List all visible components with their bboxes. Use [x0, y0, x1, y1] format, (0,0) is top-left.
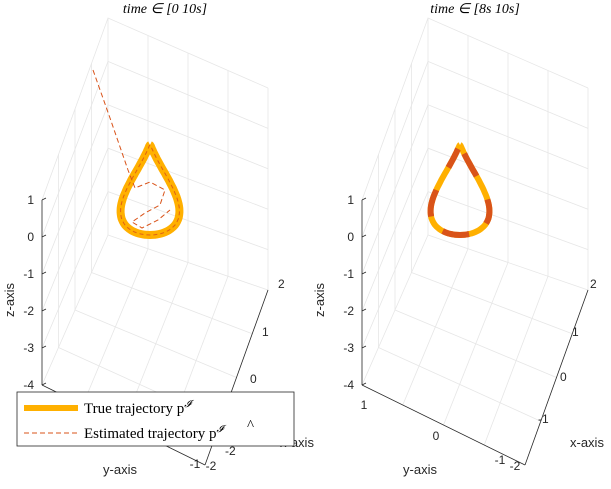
y-tick-label: -2 [510, 459, 521, 473]
x-tick-label: 2 [590, 277, 597, 291]
panel-title: time ∈ [8s 10s] [430, 2, 520, 17]
x-tick-label: 1 [572, 325, 579, 339]
x-tick-label: 2 [278, 277, 285, 291]
z-tick-mark [361, 345, 367, 349]
true-trajectory [116, 141, 184, 239]
legend-hat-mark: ^ [247, 418, 254, 434]
z-tick-label: -4 [23, 378, 34, 392]
estimated-trajectory-segment [461, 152, 480, 178]
grid-line [361, 60, 589, 238]
z-tick-mark [41, 345, 47, 349]
grid-line [41, 104, 269, 275]
z-axis-label: z-axis [312, 283, 327, 317]
panel-right: -4 -3 -2 -1 0 1 -1 0 1 2 -2 -1 0 1 z-axis y-axis x-axis t… [312, 2, 604, 477]
z-tick-label: -4 [343, 378, 354, 392]
grid-line [41, 191, 269, 349]
z-tick-mark [41, 197, 47, 201]
grid-line [91, 272, 253, 335]
y-tick-label: 0 [433, 429, 440, 443]
grid-line [74, 309, 237, 378]
grid-line [361, 191, 589, 349]
z-tick-label: 1 [347, 193, 354, 207]
x-axis-label: x-axis [570, 435, 604, 450]
z-tick-label: -1 [23, 267, 34, 281]
x-tick-label: 1 [262, 325, 269, 339]
y-axis-line [361, 384, 526, 466]
z-tick-label: 1 [27, 193, 34, 207]
estimated-trajectory-segment [441, 228, 470, 239]
z-tick-mark [361, 308, 367, 312]
y-tick-label: -1 [190, 457, 201, 471]
grid-line [361, 104, 589, 275]
legend-label-true: True trajectory p𝓘 [84, 399, 194, 417]
panel-title: time ∈ [0 10s] [123, 2, 207, 17]
y-tick-label: -2 [206, 459, 217, 473]
x-tick-label: -1 [538, 412, 549, 426]
x-tick-label: 0 [560, 370, 567, 384]
y-tick-label: -1 [495, 453, 506, 467]
y-tick-label: 1 [361, 398, 368, 412]
z-tick-mark [361, 234, 367, 238]
y-axis-label: y-axis [103, 462, 137, 477]
x-tick-label: -2 [225, 444, 236, 458]
z-tick-label: -2 [23, 304, 34, 318]
z-tick-mark [41, 271, 47, 275]
z-tick-label: 0 [347, 230, 354, 244]
z-tick-label: -1 [343, 267, 354, 281]
z-tick-label: -2 [343, 304, 354, 318]
estimated-trajectory-segment [483, 198, 493, 225]
estimated-trajectory-loop [120, 144, 180, 236]
grid-line [411, 272, 573, 335]
legend-box [16, 391, 295, 447]
axes-1: -4 -3 -2 -1 0 1 -1 0 1 2 -2 -1 0 1 z-axis y-axis x-axis t… [312, 2, 604, 477]
z-tick-label: -3 [23, 341, 34, 355]
legend-label-estimated: Estimated trajectory p𝓘 [84, 424, 226, 442]
x-axis-line [524, 289, 589, 466]
grid-line [483, 276, 549, 446]
z-tick-mark [361, 197, 367, 201]
true-trajectory-segment [427, 142, 493, 238]
z-tick-label: 0 [27, 230, 34, 244]
grid-line [394, 309, 557, 378]
grid-line [41, 147, 269, 312]
z-tick-mark [41, 308, 47, 312]
z-axis-label: z-axis [2, 283, 17, 317]
z-tick-mark [41, 234, 47, 238]
estimated-trajectory-segment [445, 147, 461, 169]
estimated-trajectory [92, 69, 171, 229]
legend: True trajectory p𝓘 Estimated trajectory … [16, 391, 295, 447]
z-tick-label: -3 [343, 341, 354, 355]
z-tick-mark [41, 382, 47, 386]
y-axis-label: y-axis [403, 462, 437, 477]
estimated-trajectory-segment [427, 188, 440, 217]
grid-line [41, 17, 269, 201]
z-tick-mark [361, 382, 367, 386]
z-tick-mark [361, 271, 367, 275]
x-tick-label: 0 [250, 372, 257, 386]
